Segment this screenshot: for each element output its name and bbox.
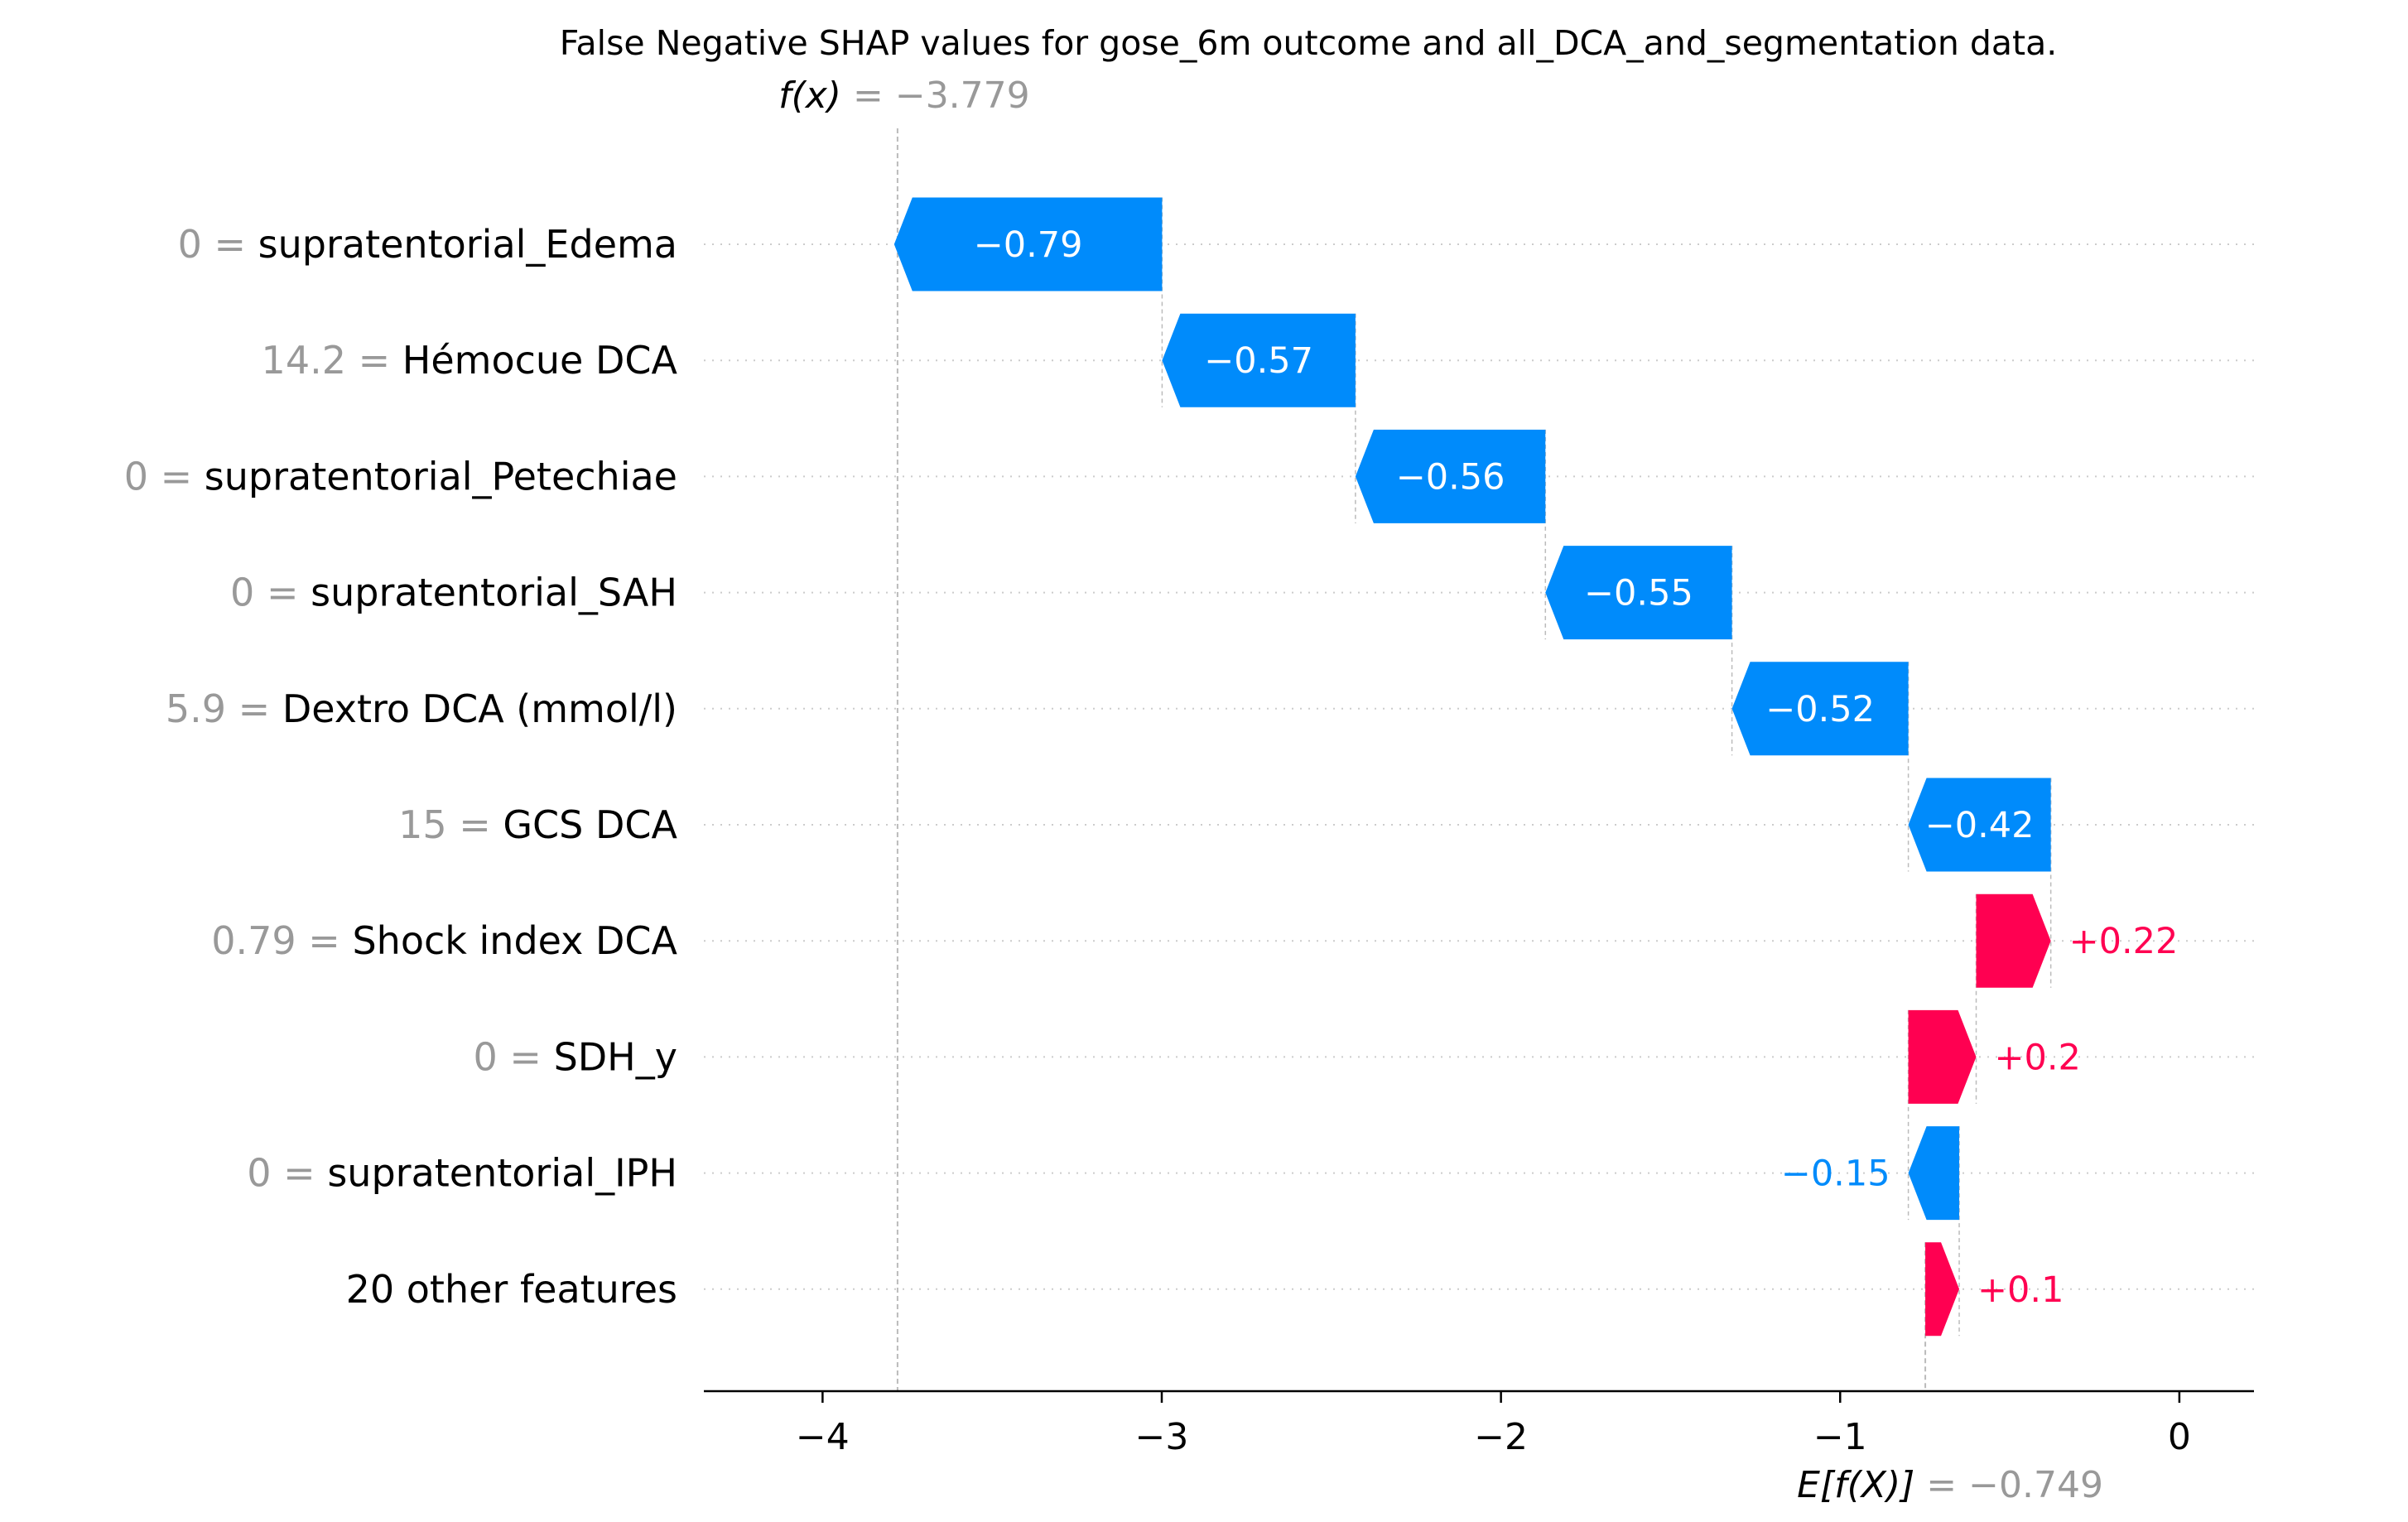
positive-shap-bar — [1976, 893, 2051, 988]
negative-shap-bar — [1545, 546, 1732, 640]
feature-label: 0 = supratentorial_SAH — [230, 571, 677, 615]
fx-annotation: f(x) = −3.779 — [778, 75, 1030, 117]
bar-value-label: −0.57 — [1204, 340, 1313, 382]
fx-label: f(x) — [778, 75, 841, 117]
feature-value: 0 — [178, 222, 202, 267]
feature-value: 15 — [398, 802, 447, 847]
chart-title: False Negative SHAP values for gose_6m o… — [560, 23, 2058, 63]
feature-name: supratentorial_Petechiae — [205, 454, 677, 499]
x-tick-label: −1 — [1813, 1416, 1867, 1458]
x-tick-label: −3 — [1135, 1416, 1189, 1458]
connector-lines — [896, 128, 2052, 1391]
positive-shap-bar — [1925, 1242, 1960, 1337]
feature-value: 0.79 — [211, 918, 296, 963]
negative-shap-bar — [1908, 1126, 1960, 1221]
feature-name: supratentorial_IPH — [327, 1151, 677, 1196]
feature-name: Hémocue DCA — [402, 338, 678, 383]
x-tick-label: 0 — [2168, 1416, 2191, 1458]
feature-label: 14.2 = Hémocue DCA — [262, 338, 678, 383]
waterfall-bars — [893, 197, 2051, 1337]
feature-name: Shock index DCA — [352, 918, 677, 963]
feature-label: 15 = GCS DCA — [398, 802, 677, 847]
x-tick-label: −2 — [1474, 1416, 1528, 1458]
bar-value-label: +0.22 — [2069, 921, 2179, 962]
bar-value-label: +0.2 — [1995, 1037, 2081, 1078]
feature-value: 5.9 — [166, 686, 226, 731]
negative-shap-bar — [1162, 313, 1356, 407]
bar-value-label: −0.56 — [1396, 456, 1505, 498]
feature-label: 0.79 = Shock index DCA — [211, 918, 677, 963]
negative-shap-bar — [1908, 778, 2051, 872]
feature-value: 14.2 — [262, 338, 346, 383]
fx-value: = −3.779 — [841, 75, 1030, 117]
feature-label: 5.9 = Dextro DCA (mmol/l) — [166, 686, 677, 731]
bar-value-label: −0.79 — [974, 224, 1083, 266]
efx-annotation: E[f(X)] = −0.749 — [1797, 1464, 2103, 1506]
x-tick-label: −4 — [796, 1416, 850, 1458]
efx-value: = −0.749 — [1914, 1464, 2103, 1506]
x-axis: −4 −3 −2 −1 0 — [704, 1390, 2254, 1458]
feature-name: GCS DCA — [503, 802, 677, 847]
feature-label: 0 = supratentorial_Petechiae — [124, 454, 677, 499]
feature-equals: = — [447, 802, 503, 847]
feature-name: SDH_y — [554, 1034, 677, 1079]
negative-shap-bar — [1731, 662, 1909, 756]
feature-equals: = — [254, 571, 311, 615]
feature-name: 20 other features — [346, 1267, 677, 1312]
feature-equals: = — [202, 222, 258, 267]
negative-shap-bar — [1355, 429, 1546, 523]
feature-labels: −0.79 0 = supratentorial_Edema −0.57 14.2 =… — [124, 222, 2179, 1312]
bar-value-label: −0.55 — [1584, 573, 1693, 614]
row-gridlines — [704, 243, 2254, 1290]
feature-name: supratentorial_Edema — [258, 222, 677, 267]
expected-value-annotations: f(x) = −3.779 E[f(X)] = −0.749 — [778, 75, 2103, 1506]
bar-value-label: +0.1 — [1977, 1269, 2064, 1311]
feature-equals: = — [498, 1034, 554, 1079]
feature-value: 0 — [230, 571, 254, 615]
feature-label: 0 = SDH_y — [473, 1034, 677, 1079]
negative-shap-bar — [893, 197, 1163, 291]
positive-shap-bar — [1908, 1009, 1977, 1104]
feature-label: 0 = supratentorial_IPH — [247, 1151, 677, 1196]
bar-value-label: −0.42 — [1925, 805, 2035, 846]
feature-name: Dextro DCA (mmol/l) — [282, 686, 677, 731]
feature-equals: = — [272, 1151, 328, 1196]
feature-label: 0 = supratentorial_Edema — [178, 222, 677, 267]
bar-value-label: −0.15 — [1781, 1154, 1890, 1195]
feature-label: 20 other features — [346, 1267, 677, 1312]
feature-value: 0 — [247, 1151, 271, 1196]
efx-label: E[f(X)] — [1797, 1464, 1914, 1506]
feature-equals: = — [148, 454, 205, 499]
feature-equals: = — [296, 918, 353, 963]
bar-value-label: −0.52 — [1765, 689, 1875, 730]
feature-equals: = — [346, 338, 402, 383]
feature-equals: = — [226, 686, 282, 731]
feature-name: supratentorial_SAH — [311, 571, 677, 615]
feature-value: 0 — [124, 454, 148, 499]
feature-value: 0 — [473, 1034, 497, 1079]
